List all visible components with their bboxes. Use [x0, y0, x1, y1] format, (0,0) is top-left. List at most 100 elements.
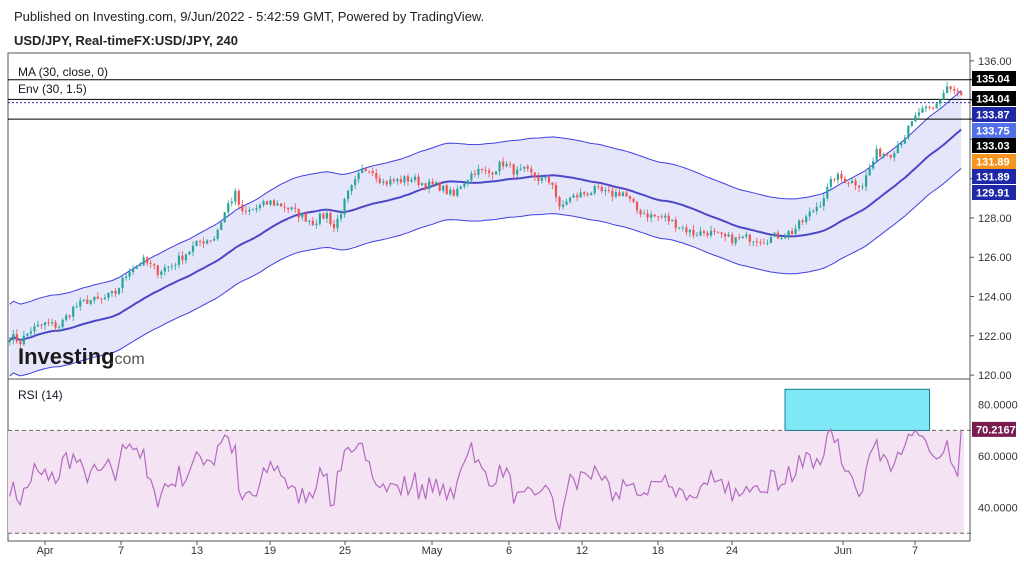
candle: [787, 229, 790, 240]
candle: [350, 184, 353, 196]
candle: [547, 174, 551, 185]
candle: [75, 302, 78, 309]
candle: [509, 161, 512, 169]
candle: [198, 239, 202, 247]
candle: [265, 200, 269, 205]
candle: [33, 322, 36, 337]
candle: [43, 321, 47, 330]
candle: [805, 214, 808, 225]
candle: [470, 170, 473, 184]
candle: [523, 166, 526, 173]
candle: [315, 219, 318, 229]
ma-legend: MA (30, close, 0): [18, 65, 108, 79]
candle: [639, 208, 642, 218]
candle: [494, 171, 498, 175]
candle: [396, 177, 399, 185]
candle: [928, 105, 931, 110]
candle: [854, 178, 857, 191]
candle: [135, 265, 138, 270]
candle: [706, 230, 709, 238]
candle: [121, 274, 124, 293]
envelope-lower-line: [9, 168, 962, 377]
candle: [889, 154, 892, 160]
ma-line: [9, 128, 962, 342]
candle: [223, 212, 226, 223]
candle: [364, 167, 367, 172]
candle: [688, 228, 691, 237]
candle: [382, 178, 385, 186]
candle: [868, 163, 871, 176]
candle: [607, 185, 610, 193]
candle: [339, 209, 343, 223]
candle: [188, 250, 191, 256]
candle: [650, 210, 653, 223]
price-axis-label: 131.89: [972, 154, 1016, 169]
candle: [269, 200, 272, 207]
rsi-line: [9, 427, 962, 530]
price-tick-label: 136.00: [978, 56, 1012, 68]
candle: [466, 179, 469, 187]
candle: [533, 172, 536, 181]
candle: [544, 176, 547, 181]
candle: [142, 254, 145, 267]
price-tick-label: 126.00: [978, 252, 1012, 264]
candle: [815, 202, 818, 215]
candle: [502, 157, 505, 170]
date-tick-label: 7: [912, 545, 918, 557]
candle: [551, 182, 554, 190]
candle: [290, 205, 293, 212]
candle: [287, 207, 290, 213]
candle: [473, 169, 477, 178]
date-tick-label: 25: [339, 545, 351, 557]
candle: [89, 299, 92, 306]
candle: [953, 85, 956, 95]
candle: [857, 185, 861, 193]
candle: [357, 170, 360, 184]
candle: [477, 164, 480, 179]
rsi-highlight-box: [784, 388, 931, 431]
candle: [117, 287, 121, 296]
candle: [301, 212, 304, 221]
candle: [19, 339, 22, 349]
candle: [597, 183, 600, 190]
candle: [762, 238, 765, 245]
logo-suffix: .com: [110, 351, 145, 368]
candle: [748, 233, 751, 246]
candle: [632, 197, 635, 204]
candle: [565, 198, 568, 206]
date-tick-label: 18: [652, 545, 664, 557]
candle: [942, 89, 945, 100]
candle: [65, 313, 68, 322]
candle: [864, 171, 868, 192]
candle: [752, 241, 755, 247]
candle: [100, 297, 103, 304]
candle: [442, 185, 445, 194]
candle: [681, 225, 684, 232]
candle: [332, 219, 336, 233]
candle: [368, 170, 371, 175]
candle: [156, 264, 159, 279]
candle: [22, 330, 25, 347]
candle: [308, 219, 311, 226]
candle: [54, 320, 57, 333]
candle: [346, 189, 350, 204]
candle: [424, 182, 427, 191]
candle: [209, 240, 212, 243]
svg-text:135.04: 135.04: [976, 74, 1011, 86]
candle: [491, 171, 494, 180]
candle: [579, 188, 582, 198]
candle: [635, 201, 639, 214]
candle: [886, 152, 889, 157]
candle: [420, 182, 424, 187]
candle: [695, 231, 699, 237]
candle: [498, 160, 501, 176]
price-axis-label: 133.87: [972, 107, 1016, 122]
candle: [611, 186, 614, 202]
axes: 136.00134.00132.00130.00128.00126.00124.…: [36, 56, 1017, 557]
candle: [516, 166, 519, 178]
candle: [96, 292, 99, 300]
candle: [660, 214, 663, 219]
candle: [794, 224, 797, 235]
candle: [428, 178, 431, 194]
